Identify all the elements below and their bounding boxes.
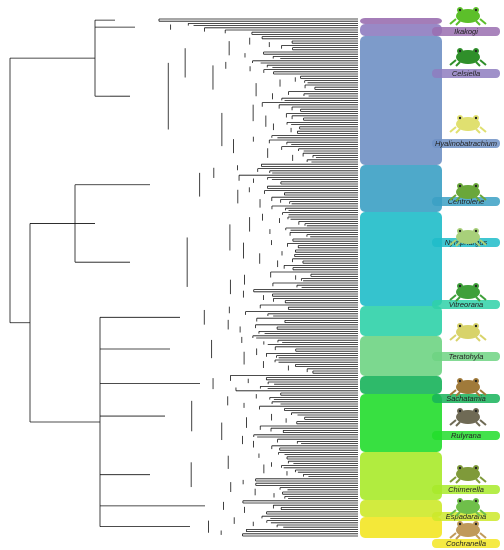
- frog-icon-green: [448, 320, 488, 342]
- clade-label-bg-espadarana: [432, 512, 500, 521]
- clade-label-cochranella: Cochranella: [445, 539, 487, 548]
- clade-label-bg-hyalinobatrachium: [432, 139, 500, 148]
- frog-icon-green: [448, 4, 488, 26]
- clade-label-centrolene: Centrolene: [447, 197, 485, 206]
- clade-label-rulyrana: Rulyrana: [450, 431, 481, 440]
- clade-label-bg-vitreorana: [432, 300, 500, 309]
- clade-bar-hyalinobatrachium: [360, 36, 442, 165]
- clade-bar-nymphargus: [360, 212, 442, 306]
- clade-bar-centrolene: [360, 165, 442, 212]
- clade-label-sachatamia: Sachatamia: [446, 394, 486, 403]
- clade-label-ikakogi: Ikakogi: [454, 27, 478, 36]
- clade-label-bg-centrolene: [432, 197, 500, 206]
- frog-icon-brown: [448, 518, 488, 540]
- clade-label-teratohyla: Teratohyla: [448, 352, 484, 361]
- frog-icon-yellow: [448, 405, 488, 427]
- clade-bar-teratohyla: [360, 336, 442, 376]
- clade-label-bg-celsiella: [432, 69, 500, 78]
- clade-label-bg-sachatamia: [432, 394, 500, 403]
- clade-label-bg-chimerella: [432, 485, 500, 494]
- frog-icon-dark-green: [448, 375, 488, 397]
- clade-label-bg-ikakogi: [432, 27, 500, 36]
- clade-label-chimerella: Chimerella: [448, 485, 484, 494]
- clade-label-celsiella: Celsiella: [451, 69, 481, 78]
- clade-label-bg-rulyrana: [432, 431, 500, 440]
- clade-bar-espadarana: [360, 500, 442, 517]
- clade-bars: [360, 18, 442, 538]
- clade-bar-chimerella: [360, 452, 442, 500]
- clade-bar-ikakogi: [360, 18, 442, 24]
- clade-bar-cochranella: [360, 517, 442, 538]
- clade-label-bg-cochranella: [432, 539, 500, 548]
- frog-icon-dark-green: [448, 45, 488, 67]
- clade-label-espadarana: Espadarana: [445, 512, 487, 521]
- frog-icon-yellow: [448, 112, 488, 134]
- clade-bar-celsiella: [360, 24, 442, 36]
- frog-icon-mottled: [448, 462, 488, 484]
- clade-bar-sachatamia: [360, 376, 442, 394]
- frog-icon-translucent: [448, 495, 488, 517]
- frog-icon-brown: [448, 280, 488, 302]
- frog-icon-mottled: [448, 180, 488, 202]
- frog-icon-translucent: [448, 225, 488, 247]
- clade-label-hyalinobatrachium: Hyalinobatrachium: [434, 139, 498, 148]
- clade-label-bg-teratohyla: [432, 352, 500, 361]
- clade-bar-rulyrana: [360, 394, 442, 452]
- clade-label-vitreorana: Vitreorana: [448, 300, 484, 309]
- clade-bar-vitreorana: [360, 306, 442, 336]
- tree-branches: [9, 18, 358, 537]
